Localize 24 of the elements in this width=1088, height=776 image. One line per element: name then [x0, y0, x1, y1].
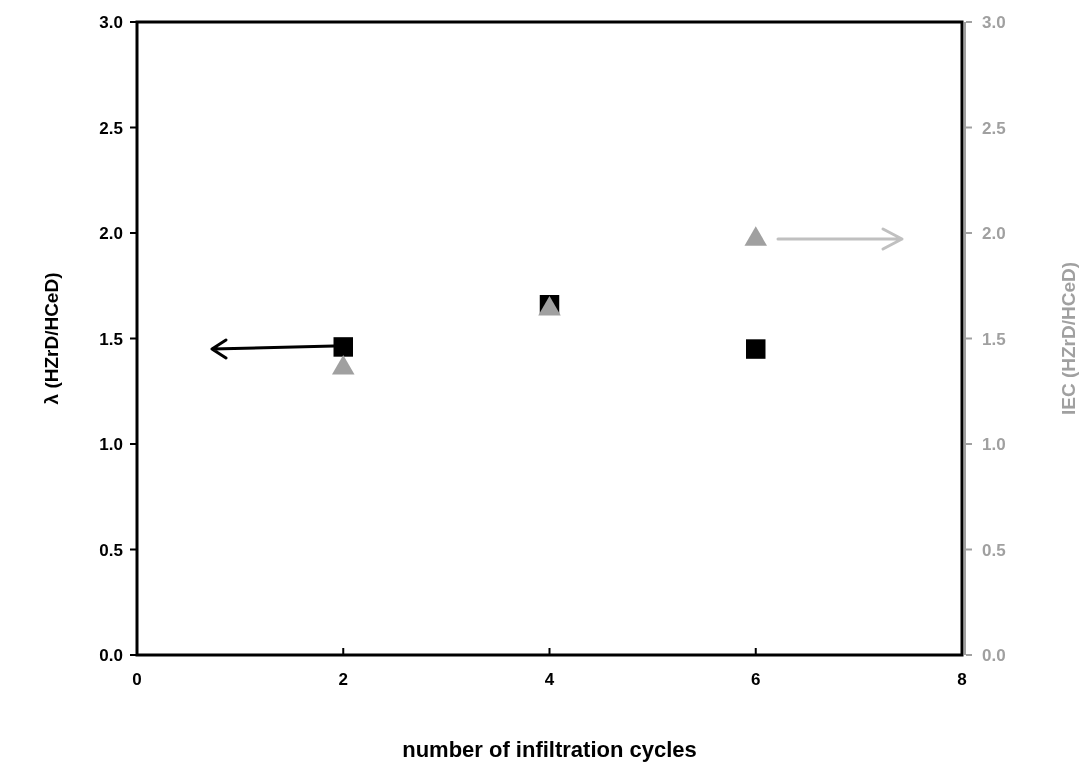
y2-tick-label: 1.5 [982, 329, 1006, 349]
x-tick-label: 4 [544, 670, 555, 689]
y2-tick-label: 2.0 [982, 224, 1006, 243]
y-tick-label: 0.5 [99, 540, 123, 560]
y-tick-label: 3.0 [99, 13, 123, 32]
y2-tick-label: 0.5 [982, 540, 1006, 560]
y2-tick-label: 3.0 [982, 13, 1006, 32]
x-tick-label: 0 [132, 670, 142, 689]
y-tick-label: 1.0 [99, 435, 123, 454]
x-tick-label: 8 [957, 670, 967, 689]
x-axis-title: number of infiltration cycles [402, 737, 697, 762]
y2-tick-label: 1.0 [982, 435, 1006, 454]
y2-axis-title: IEC (HZrD/HCeD) [1058, 261, 1079, 416]
y-tick-label: 0.0 [99, 646, 123, 665]
y2-tick-label: 0.0 [982, 646, 1006, 665]
y-tick-label: 2.0 [99, 224, 123, 243]
x-tick-label: 6 [751, 670, 761, 689]
y2-tick-label: 2.5 [982, 118, 1006, 138]
point [333, 337, 353, 357]
x-tick-label: 2 [338, 670, 348, 689]
y-axis-title: λ (HZrD/HCeD) [41, 272, 62, 405]
y-tick-label: 2.5 [99, 118, 123, 138]
y-tick-label: 1.5 [99, 329, 123, 349]
point [746, 339, 766, 359]
